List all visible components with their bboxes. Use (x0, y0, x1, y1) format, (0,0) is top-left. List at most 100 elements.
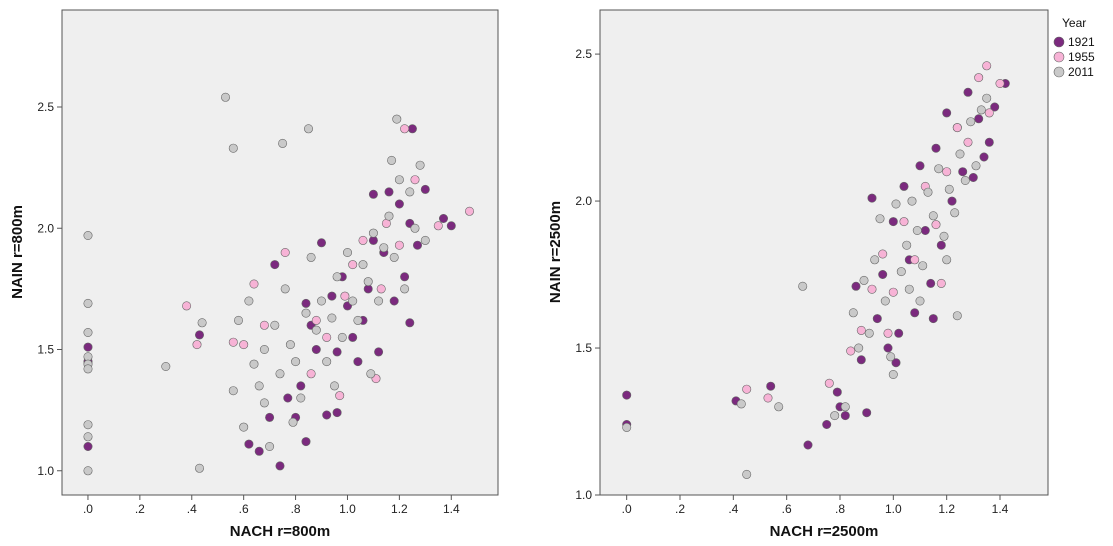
point-2011-28 (960, 176, 970, 186)
point-2011-41 (353, 315, 363, 325)
point-1955-3 (846, 346, 856, 356)
point-2011-8 (83, 466, 93, 476)
point-2011-20 (244, 296, 254, 306)
x-tick-label: 1.0 (339, 502, 356, 516)
point-1955-21 (311, 315, 321, 325)
point-1921-31 (400, 272, 410, 282)
point-2011-32 (982, 93, 992, 103)
point-1921-29 (963, 87, 973, 97)
point-2011-52 (410, 223, 420, 233)
point-2011-25 (270, 320, 280, 330)
point-2011-10 (197, 318, 207, 328)
point-1921-32 (979, 152, 989, 162)
point-1921-33 (984, 137, 994, 147)
point-1921-34 (990, 102, 1000, 112)
point-2011-38 (337, 332, 347, 342)
point-1921-22 (353, 357, 363, 367)
point-2011-5 (83, 364, 93, 374)
point-2011-28 (285, 340, 295, 350)
x-tick-label: 1.2 (938, 502, 955, 516)
point-2011-57 (329, 381, 339, 391)
point-1921-25 (368, 189, 378, 199)
point-1921-22 (926, 278, 936, 288)
point-2011-22 (254, 381, 264, 391)
point-2011-31 (301, 308, 311, 318)
point-1921-6 (265, 412, 275, 422)
point-1955-2 (824, 378, 834, 388)
point-2011-49 (394, 175, 404, 185)
yticks-left: 1.0 1.5 2.0 2.5 (37, 100, 62, 478)
legend-label-1955: 1955 (1068, 50, 1095, 64)
point-2011-27 (955, 149, 965, 159)
point-2011-45 (374, 296, 384, 306)
point-1921-3 (766, 381, 776, 391)
point-2011-35 (322, 357, 332, 367)
point-2011-5 (830, 411, 840, 421)
point-1921-26 (947, 196, 957, 206)
y-axis-title-right: NAIN r=2500m (547, 201, 564, 303)
point-1921-37 (928, 314, 938, 324)
x-tick-label: 1.4 (443, 502, 460, 516)
point-1921-9 (856, 355, 866, 365)
point-1921-14 (883, 343, 893, 353)
point-2011-37 (332, 272, 342, 282)
point-1921-15 (888, 217, 898, 227)
point-2011-3 (774, 402, 784, 412)
point-1955-10 (348, 260, 358, 270)
point-2011-35 (915, 296, 925, 306)
point-1955-5 (259, 320, 269, 330)
plot-area-right (599, 9, 1049, 496)
point-1955-14 (400, 124, 410, 134)
point-1921-10 (862, 408, 872, 418)
point-1921-18 (332, 408, 342, 418)
point-1921-38 (832, 387, 842, 397)
point-1921-5 (822, 419, 832, 429)
point-2011-11 (870, 255, 880, 265)
legend-marker-1955 (1053, 51, 1065, 63)
y-tick-label: 2.5 (575, 47, 592, 61)
point-1921-23 (931, 143, 941, 153)
point-1955-16 (433, 221, 443, 231)
point-2011-6 (83, 420, 93, 430)
point-1955-11 (358, 235, 368, 245)
point-1955-1 (192, 340, 202, 350)
point-2011-26 (275, 369, 285, 379)
point-2011-33 (952, 311, 962, 321)
point-1921-31 (974, 114, 984, 124)
point-1921-12 (301, 437, 311, 447)
point-1921-21 (348, 332, 358, 342)
point-1921-39 (332, 347, 342, 357)
point-2011-51 (405, 187, 415, 197)
point-2011-56 (366, 369, 376, 379)
point-1955-5 (867, 284, 877, 294)
x-tick-label: .4 (187, 502, 197, 516)
point-2011-31 (976, 105, 986, 115)
point-1955-7 (306, 369, 316, 379)
point-2011-14 (886, 352, 896, 362)
point-1921-37 (446, 221, 456, 231)
point-1921-3 (195, 330, 205, 340)
point-2011-8 (854, 343, 864, 353)
x-tick-label: 1.2 (391, 502, 408, 516)
point-1921-30 (394, 199, 404, 209)
point-1921-17 (327, 291, 337, 301)
xticks-right: .0 .2 .4 .6 .8 1.0 1.2 1.4 (622, 495, 1009, 516)
point-1921-16 (894, 328, 904, 338)
point-2011-4 (798, 281, 808, 291)
point-2011-7 (848, 308, 858, 318)
point-2011-23 (259, 344, 269, 354)
x-tick-label: .8 (291, 502, 301, 516)
point-1921-14 (311, 344, 321, 354)
point-2011-48 (389, 252, 399, 262)
point-1921-20 (915, 161, 925, 171)
point-1955-16 (982, 61, 992, 71)
marks-left (83, 92, 474, 476)
point-1955-12 (942, 167, 952, 177)
y-tick-label: 1.0 (575, 488, 592, 502)
x-tick-label: 1.0 (885, 502, 902, 516)
point-1955-18 (984, 108, 994, 118)
y-axis-title-left: NAIN r=800m (9, 205, 26, 299)
point-2011-21 (249, 359, 259, 369)
point-2011-10 (864, 328, 874, 338)
